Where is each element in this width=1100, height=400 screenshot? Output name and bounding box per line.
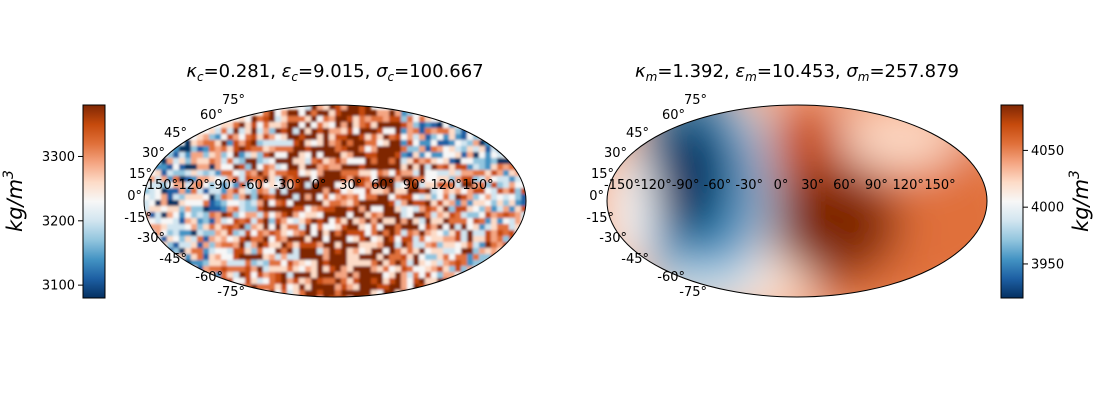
colorbar-tick-label: 3100 (42, 279, 75, 294)
lat-tick-label: -60° (657, 270, 685, 285)
lon-tick-label: -30° (735, 178, 763, 193)
left-colorbar (82, 104, 106, 299)
lon-tick-label: -120° (636, 178, 672, 193)
lon-tick-label: 90° (865, 178, 888, 193)
lat-tick-label: -75° (217, 285, 245, 300)
colorbar-tick-label: 4050 (1031, 144, 1064, 159)
right-high-core (760, 170, 900, 280)
lon-tick-label: -90° (210, 178, 238, 193)
lat-tick-label: -30° (137, 231, 165, 246)
left-lon-labels: -150°-120° -90° -60° -30° 0° 30° 60° 90° 120° 150… (142, 178, 494, 193)
lat-tick-label: -45° (159, 252, 187, 267)
right-lat-labels: 75°60° 45° 30° 15° 0° -15° -30° -45° -60°-75° (586, 93, 707, 300)
lat-tick-label: 15° (591, 167, 614, 182)
lon-tick-label: -60° (704, 178, 732, 193)
right-low-core (652, 110, 728, 240)
lat-tick-label: -60° (195, 270, 223, 285)
left-colorbar-ticks: 3100 3200 3300 (42, 150, 83, 294)
lat-tick-label: -15° (586, 211, 614, 226)
lon-tick-label: 60° (371, 178, 394, 193)
colorbar-tick-label: 3950 (1031, 257, 1064, 272)
lat-tick-label: -15° (124, 211, 152, 226)
right-colorbar (1000, 104, 1024, 299)
lon-tick-label: 120° (431, 178, 462, 193)
lon-tick-label: -150° (142, 178, 178, 193)
lat-tick-label: -30° (599, 231, 627, 246)
lon-tick-label: -120° (174, 178, 210, 193)
left-title-eps-sub: c (291, 70, 298, 84)
lat-tick-label: -45° (621, 252, 649, 267)
right-panel: κm=1.392, εm=10.453, σm=257.879 -150°-12… (586, 61, 1093, 300)
lon-tick-label: 30° (339, 178, 362, 193)
left-title-sigma-val: =100.667 (394, 61, 484, 82)
lon-tick-label: -150° (604, 178, 640, 193)
lat-tick-label: 30° (142, 146, 165, 161)
lon-tick-label: 0° (312, 178, 327, 193)
right-map-field (607, 105, 987, 297)
left-panel: κc=0.281, εc=9.015, σc=100.667 -150°-120… (1, 61, 527, 300)
left-title-sigma-sub: c (387, 70, 394, 84)
lat-tick-label: -75° (679, 285, 707, 300)
right-colorbar-ticks: 3950 4000 4050 (1023, 144, 1064, 272)
left-colorbar-label: kg/m3 (1, 170, 27, 232)
lon-tick-label: 150° (924, 178, 955, 193)
left-map-outline (143, 104, 527, 298)
left-lat-labels: 75°60° 45° 30° 15° 0° -15° -30° -45° -60°-75° (124, 93, 245, 300)
left-title-sigma: σ (376, 61, 388, 82)
left-title-eps: ε (282, 61, 292, 82)
left-title-kappa: κ (186, 61, 197, 82)
lat-tick-label: 30° (604, 146, 627, 161)
lat-tick-label: 45° (164, 126, 187, 141)
right-colorbar-label: kg/m3 (1067, 170, 1093, 232)
right-lon-labels: -150°-120° -90° -60° -30° 0° 30° 60° 90° 120° 150… (604, 178, 956, 193)
lon-tick-label: 90° (403, 178, 426, 193)
lon-tick-label: 150° (462, 178, 493, 193)
left-title-kappa-sub: c (197, 70, 204, 84)
lat-tick-label: 75° (222, 93, 245, 108)
lon-tick-label: -90° (672, 178, 700, 193)
right-map-outline (606, 104, 988, 298)
lat-tick-label: 75° (684, 93, 707, 108)
left-title: κc=0.281, εc=9.015, σc=100.667 (186, 61, 483, 84)
lat-tick-label: 60° (662, 108, 685, 123)
colorbar-tick-label: 4000 (1031, 201, 1064, 216)
left-title-eps-val: =9.015, (298, 61, 376, 82)
lon-tick-label: 120° (893, 178, 924, 193)
colorbar-tick-label: 3300 (42, 150, 75, 165)
lat-tick-label: 60° (200, 108, 223, 123)
lon-tick-label: -30° (273, 178, 301, 193)
lat-tick-label: 0° (589, 189, 604, 204)
lat-tick-label: 15° (129, 167, 152, 182)
lat-tick-label: 45° (626, 126, 649, 141)
lat-tick-label: 0° (127, 189, 142, 204)
lon-tick-label: 0° (774, 178, 789, 193)
right-mid-north (840, 110, 960, 170)
lon-tick-label: 30° (801, 178, 824, 193)
colorbar-tick-label: 3200 (42, 214, 75, 229)
left-map-field (144, 105, 526, 297)
lon-tick-label: -60° (242, 178, 270, 193)
right-title: κm=1.392, εm=10.453, σm=257.879 (635, 61, 959, 84)
left-title-kappa-val: =0.281, (204, 61, 282, 82)
lon-tick-label: 60° (833, 178, 856, 193)
